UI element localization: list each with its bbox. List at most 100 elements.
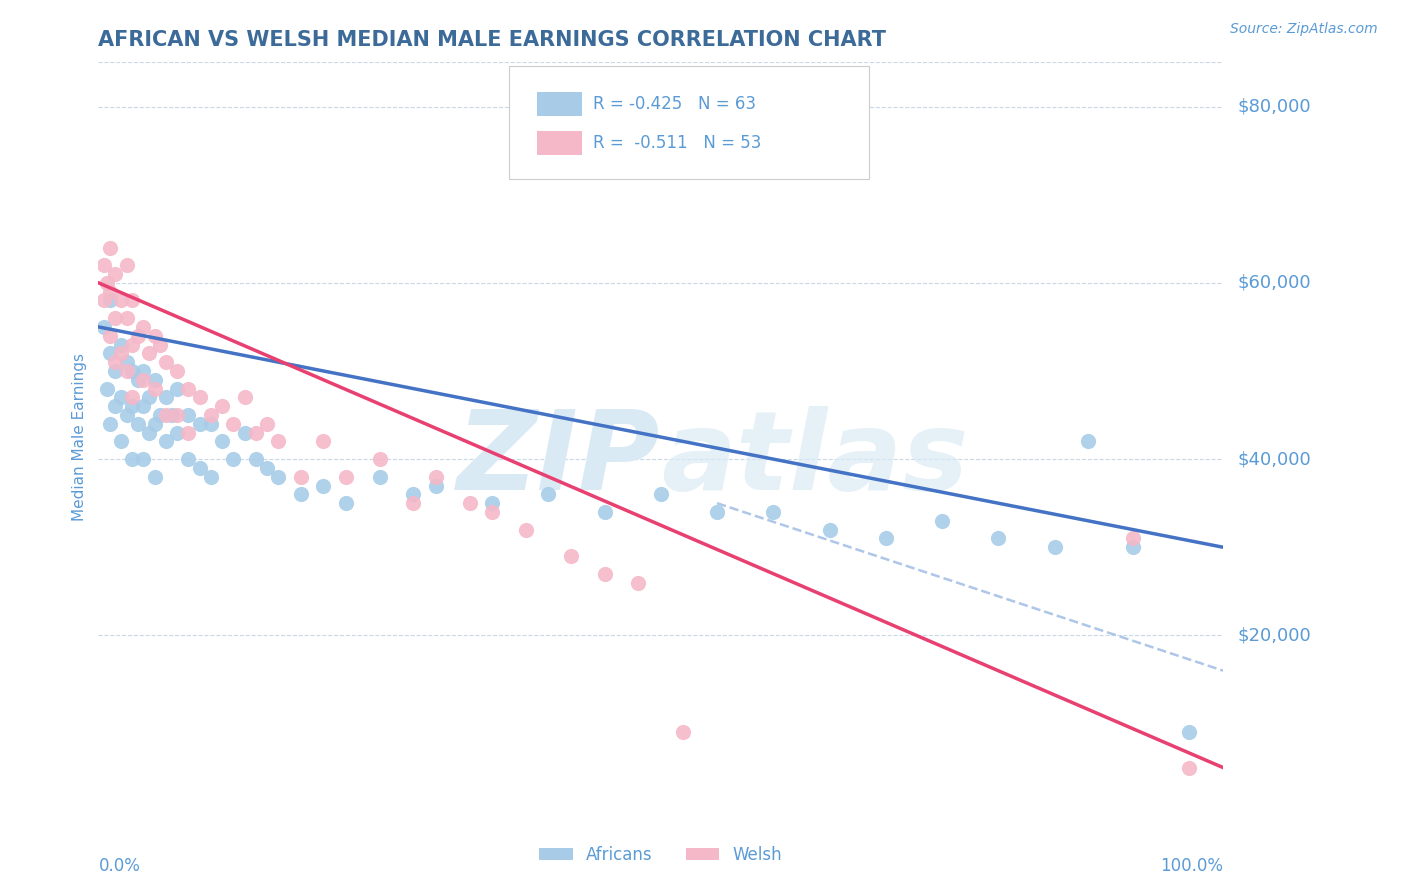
Point [149, 408, 172, 422]
Point [368, 452, 391, 467]
Point [1122, 532, 1144, 546]
Point [98, 285, 121, 299]
Point [312, 434, 335, 449]
Point [93, 293, 115, 308]
Point [143, 469, 166, 483]
Point [245, 425, 267, 440]
Point [267, 434, 290, 449]
Point [121, 293, 143, 308]
Point [98, 417, 121, 431]
Point [233, 391, 256, 405]
Point [98, 328, 121, 343]
Text: atlas: atlas [661, 406, 969, 513]
Point [121, 452, 143, 467]
Point [188, 417, 211, 431]
Text: Source: ZipAtlas.com: Source: ZipAtlas.com [1230, 22, 1378, 37]
Point [233, 425, 256, 440]
Y-axis label: Median Male Earnings: Median Male Earnings [72, 353, 87, 521]
Point [481, 496, 503, 510]
Point [127, 328, 149, 343]
Point [143, 417, 166, 431]
Point [104, 355, 127, 369]
Point [149, 337, 172, 351]
Point [132, 364, 155, 378]
Point [425, 469, 447, 483]
Point [875, 532, 897, 546]
Point [110, 346, 132, 360]
Text: ZIP: ZIP [457, 406, 661, 513]
Point [104, 364, 127, 378]
Point [155, 434, 177, 449]
Point [425, 478, 447, 492]
Point [104, 311, 127, 326]
Point [706, 505, 728, 519]
Point [593, 566, 616, 581]
Point [138, 346, 160, 360]
Point [335, 469, 357, 483]
Point [104, 267, 127, 281]
Bar [537, 130, 582, 154]
Point [211, 434, 233, 449]
Point [98, 241, 121, 255]
Text: 100.0%: 100.0% [1160, 856, 1223, 875]
Point [593, 505, 616, 519]
Point [121, 399, 143, 413]
Point [177, 382, 200, 396]
Point [110, 434, 132, 449]
Point [537, 487, 560, 501]
Point [166, 425, 188, 440]
Point [104, 399, 127, 413]
Text: AFRICAN VS WELSH MEDIAN MALE EARNINGS CORRELATION CHART: AFRICAN VS WELSH MEDIAN MALE EARNINGS CO… [98, 29, 886, 50]
Point [200, 469, 222, 483]
Point [1043, 541, 1066, 555]
Text: 0.0%: 0.0% [98, 856, 141, 875]
Point [138, 425, 160, 440]
Point [627, 575, 650, 590]
Point [98, 346, 121, 360]
Text: $20,000: $20,000 [1237, 626, 1310, 644]
Point [650, 487, 672, 501]
Point [1077, 434, 1099, 449]
Point [132, 373, 155, 387]
Point [138, 391, 160, 405]
Point [762, 505, 785, 519]
Point [200, 417, 222, 431]
Point [115, 408, 138, 422]
Point [515, 523, 537, 537]
Point [98, 293, 121, 308]
Text: $80,000: $80,000 [1237, 97, 1310, 116]
Point [335, 496, 357, 510]
Point [1178, 725, 1201, 739]
Point [290, 469, 312, 483]
Point [402, 496, 425, 510]
Bar [537, 92, 582, 116]
Point [115, 258, 138, 272]
Point [166, 408, 188, 422]
Point [256, 461, 278, 475]
Point [96, 276, 118, 290]
Point [166, 382, 188, 396]
Point [110, 391, 132, 405]
Point [143, 328, 166, 343]
Legend: Africans, Welsh: Africans, Welsh [533, 839, 789, 871]
Point [115, 355, 138, 369]
Point [177, 425, 200, 440]
Point [93, 258, 115, 272]
Point [256, 417, 278, 431]
Point [93, 319, 115, 334]
Point [121, 364, 143, 378]
FancyBboxPatch shape [509, 66, 869, 178]
Point [1178, 761, 1201, 775]
Point [177, 452, 200, 467]
Point [115, 364, 138, 378]
Text: $60,000: $60,000 [1237, 274, 1310, 292]
Point [290, 487, 312, 501]
Point [155, 408, 177, 422]
Point [560, 549, 582, 563]
Point [245, 452, 267, 467]
Point [110, 337, 132, 351]
Point [121, 391, 143, 405]
Point [312, 478, 335, 492]
Point [931, 514, 953, 528]
Point [458, 496, 481, 510]
